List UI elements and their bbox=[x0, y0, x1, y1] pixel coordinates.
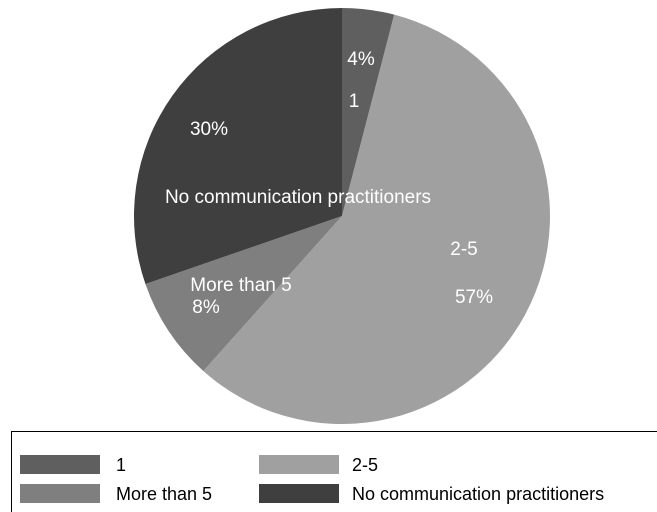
pie-slice-no-practitioners bbox=[134, 8, 342, 285]
slice-category-label-no-practitioners: No communication practitioners bbox=[165, 187, 431, 208]
legend-label-no-practitioners: No communication practitioners bbox=[352, 484, 604, 504]
legend-frame bbox=[11, 431, 657, 512]
legend-swatch-more-than-5 bbox=[20, 484, 100, 503]
slice-pct-label-no-practitioners: 30% bbox=[190, 119, 228, 140]
slice-category-label-more-than-5: More than 5 bbox=[190, 275, 291, 296]
legend: 1 2-5 More than 5 No communication pract… bbox=[11, 431, 657, 512]
slice-pct-label-more-than-5: 8% bbox=[192, 297, 220, 318]
slice-pct-label-1: 4% bbox=[347, 49, 375, 70]
legend-swatch-2-5 bbox=[259, 455, 339, 474]
pie-slice-more-than-5 bbox=[145, 216, 342, 372]
slice-category-label-2-5: 2-5 bbox=[450, 239, 477, 260]
slice-pct-label-2-5: 57% bbox=[455, 287, 493, 308]
pie-slice-1 bbox=[342, 8, 395, 216]
pie-slice-2-5 bbox=[203, 14, 550, 425]
pie-slices bbox=[134, 8, 550, 425]
legend-swatch-1 bbox=[20, 455, 100, 474]
legend-swatch-no-practitioners bbox=[259, 484, 339, 503]
legend-label-2-5: 2-5 bbox=[352, 455, 378, 475]
slice-category-label-1: 1 bbox=[349, 91, 360, 112]
legend-label-more-than-5: More than 5 bbox=[116, 484, 212, 504]
legend-label-1: 1 bbox=[116, 455, 126, 475]
